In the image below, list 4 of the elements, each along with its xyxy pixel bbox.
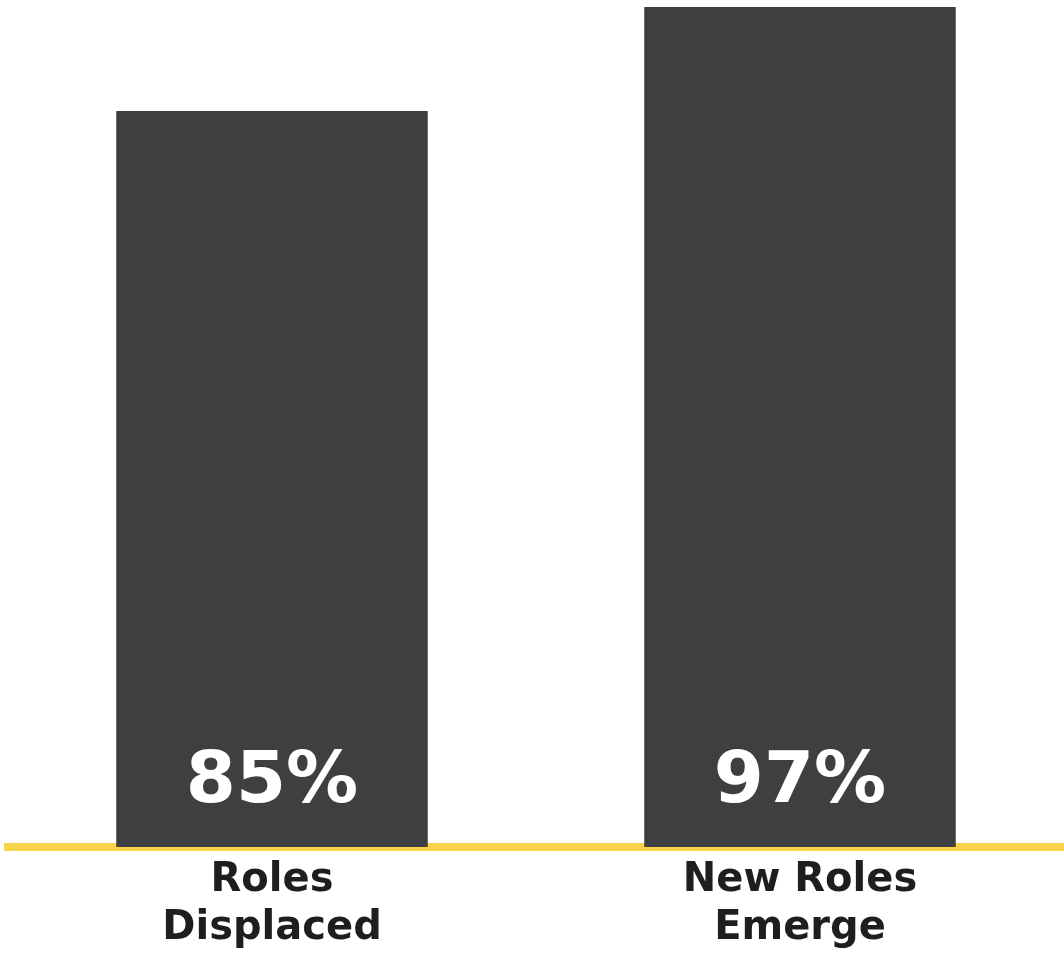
x-tick-label: New Roles Emerge (682, 854, 918, 949)
data-label: 85% (185, 734, 359, 819)
data-label: 97% (713, 734, 887, 819)
x-tick-label: Roles Displaced (162, 854, 382, 949)
